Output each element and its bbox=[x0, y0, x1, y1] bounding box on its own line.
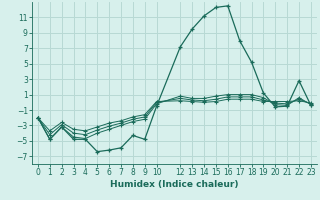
X-axis label: Humidex (Indice chaleur): Humidex (Indice chaleur) bbox=[110, 180, 239, 189]
